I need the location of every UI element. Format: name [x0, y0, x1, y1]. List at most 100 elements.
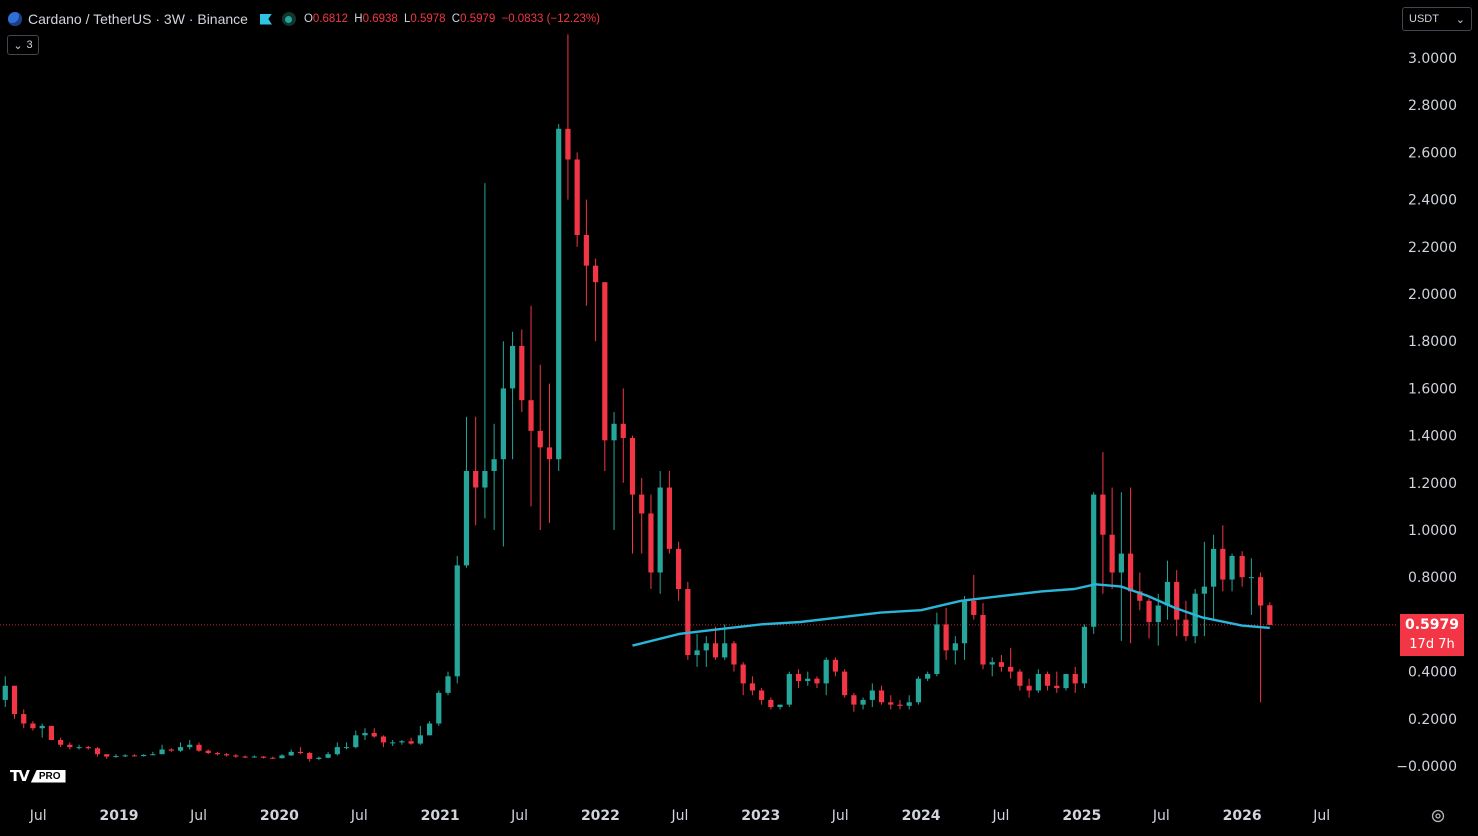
candle[interactable] [537, 364, 543, 530]
candle[interactable] [694, 633, 700, 667]
candle[interactable] [759, 688, 765, 705]
candle[interactable] [408, 737, 414, 745]
candle[interactable] [768, 697, 774, 710]
candle[interactable] [1174, 570, 1180, 637]
candle[interactable] [851, 692, 857, 712]
candle[interactable] [131, 754, 138, 757]
candle[interactable] [1210, 534, 1217, 620]
candle[interactable] [362, 728, 368, 741]
candle[interactable] [1267, 602, 1273, 625]
candle[interactable] [141, 754, 147, 757]
candle[interactable] [1044, 671, 1051, 691]
candle[interactable] [1035, 669, 1041, 693]
candle[interactable] [1072, 666, 1078, 693]
candle[interactable] [1137, 572, 1143, 611]
candle[interactable] [445, 671, 451, 696]
candle[interactable] [233, 754, 239, 758]
candle[interactable] [814, 676, 820, 689]
candle[interactable] [380, 735, 387, 748]
candle[interactable] [473, 416, 479, 526]
candle[interactable] [159, 744, 165, 755]
candle[interactable] [519, 329, 525, 412]
candle[interactable] [214, 751, 221, 756]
candle[interactable] [67, 742, 73, 750]
candle[interactable] [777, 704, 783, 710]
candle[interactable] [1146, 598, 1152, 639]
candle[interactable] [11, 685, 18, 719]
candle[interactable] [1164, 560, 1171, 620]
candle[interactable] [1183, 600, 1189, 641]
candle[interactable] [48, 725, 54, 741]
tradingview-logo[interactable]: TV PRO [10, 767, 66, 785]
candle[interactable] [1127, 487, 1134, 644]
candle[interactable] [998, 655, 1005, 672]
candle[interactable] [21, 709, 27, 729]
candle[interactable] [1026, 678, 1032, 698]
candle[interactable] [860, 697, 866, 710]
candle[interactable] [168, 748, 174, 752]
candle[interactable] [1229, 553, 1235, 592]
candle[interactable] [1091, 492, 1097, 634]
candle[interactable] [85, 745, 91, 750]
candle[interactable] [888, 695, 894, 710]
market-status-icon[interactable] [281, 12, 296, 26]
candle[interactable] [94, 747, 101, 757]
candle[interactable] [1257, 572, 1264, 703]
candle[interactable] [509, 331, 516, 460]
candle[interactable] [334, 742, 340, 756]
candle[interactable] [1100, 452, 1106, 594]
candle[interactable] [316, 756, 322, 761]
candle[interactable] [491, 423, 497, 530]
candle[interactable] [436, 690, 442, 726]
candle[interactable] [528, 305, 534, 507]
candle[interactable] [574, 152, 580, 247]
candle[interactable] [205, 749, 211, 755]
candle[interactable] [961, 596, 968, 660]
candle[interactable] [731, 640, 737, 672]
candle[interactable] [1220, 525, 1226, 592]
candle[interactable] [971, 574, 977, 620]
candle[interactable] [187, 740, 193, 750]
candle[interactable] [1155, 593, 1161, 646]
currency-selector[interactable]: USDT ⌄ [1402, 7, 1472, 31]
candle[interactable] [270, 756, 276, 759]
candle[interactable] [565, 34, 571, 200]
candle[interactable] [943, 607, 949, 660]
candle[interactable] [353, 730, 359, 749]
candle[interactable] [325, 751, 331, 759]
candle[interactable] [417, 725, 423, 745]
candle[interactable] [390, 740, 396, 746]
candle[interactable] [666, 471, 672, 554]
candle[interactable] [1239, 551, 1245, 587]
candle[interactable] [805, 671, 811, 686]
candle[interactable] [712, 626, 719, 660]
candle[interactable] [1118, 492, 1124, 641]
candle[interactable] [150, 751, 156, 756]
candle[interactable] [676, 541, 682, 601]
candle[interactable] [620, 388, 626, 483]
candle[interactable] [583, 199, 589, 306]
candle[interactable] [740, 662, 746, 696]
candle[interactable] [482, 183, 488, 519]
candle[interactable] [1017, 669, 1023, 691]
candle[interactable] [399, 740, 405, 745]
candle[interactable] [500, 341, 506, 547]
candle[interactable] [842, 669, 848, 698]
candle[interactable] [196, 742, 202, 752]
candle[interactable] [224, 753, 230, 757]
candle[interactable] [113, 754, 119, 758]
candle[interactable] [934, 612, 940, 677]
candle[interactable] [832, 657, 839, 677]
candle[interactable] [463, 416, 470, 568]
candle[interactable] [58, 737, 64, 748]
candle[interactable] [823, 657, 829, 696]
candle[interactable] [122, 754, 128, 758]
candle[interactable] [1008, 648, 1014, 679]
candle[interactable] [648, 494, 654, 589]
candle[interactable] [260, 756, 267, 759]
candle[interactable] [30, 721, 36, 731]
candle[interactable] [1081, 624, 1088, 689]
candle[interactable] [76, 744, 82, 750]
candle[interactable] [288, 749, 294, 756]
candle[interactable] [343, 742, 350, 750]
